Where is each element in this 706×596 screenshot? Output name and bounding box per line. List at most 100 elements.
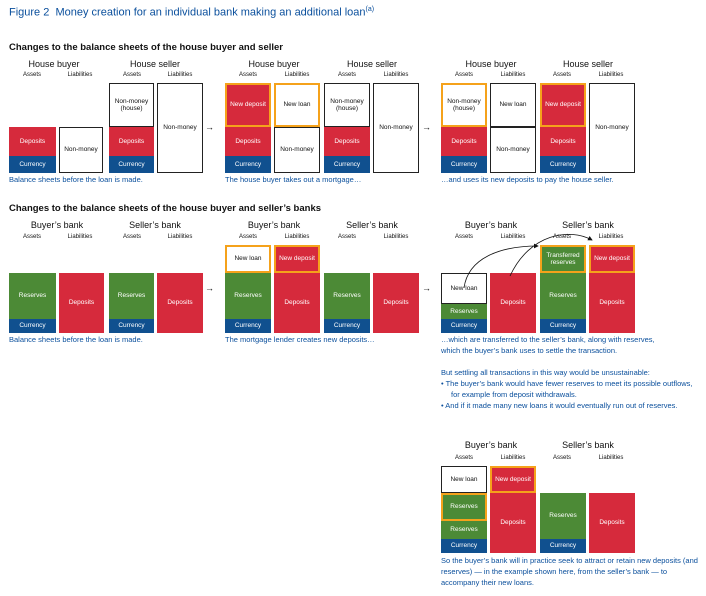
- col-liabilities: Liabilities: [167, 72, 193, 78]
- non-money-block: Non-money: [59, 127, 103, 173]
- currency-block: Currency: [109, 319, 154, 333]
- notes-bullet: • And if it made many new loans it would…: [441, 401, 678, 410]
- owner-buyers-bank: Buyer’s bank: [247, 220, 301, 230]
- col-liabilities: Liabilities: [598, 72, 624, 78]
- non-money-house-block: Non-money (house): [324, 83, 370, 127]
- owner-buyers-bank: Buyer’s bank: [464, 440, 518, 450]
- col-liabilities: Liabilities: [598, 455, 624, 461]
- arrow-right-icon: →: [205, 283, 214, 293]
- deposits-block: Deposits: [441, 127, 487, 156]
- col-assets: Assets: [552, 72, 571, 78]
- arrow-right-icon: →: [205, 122, 214, 132]
- deposits-block: Deposits: [490, 493, 536, 553]
- col-liabilities: Liabilities: [284, 234, 310, 240]
- col-assets: Assets: [337, 234, 356, 240]
- new-deposit-block: New deposit: [540, 83, 586, 127]
- col-liabilities: Liabilities: [500, 234, 526, 240]
- deposits-block: Deposits: [59, 273, 104, 333]
- non-money-block: Non-money: [373, 83, 419, 173]
- caption: …and uses its new deposits to pay the ho…: [441, 175, 614, 184]
- reserves-transfer-arrow: [463, 243, 539, 289]
- owner-sellers-bank: Seller’s bank: [562, 220, 614, 230]
- deposits-block: Deposits: [589, 493, 635, 553]
- caption: Balance sheets before the loan is made.: [9, 335, 143, 344]
- non-money-house-block: Non-money (house): [441, 83, 487, 127]
- col-assets: Assets: [454, 234, 473, 240]
- non-money-block: Non-money: [157, 83, 203, 173]
- new-deposit-block: New deposit: [274, 245, 320, 273]
- reserves-block: Reserves: [9, 273, 56, 319]
- deposits-block: Deposits: [373, 273, 419, 333]
- non-money-house-block: Non-money (house): [109, 83, 154, 127]
- deposits-block: Deposits: [540, 127, 586, 156]
- caption: Balance sheets before the loan is made.: [9, 175, 143, 184]
- currency-block: Currency: [324, 156, 370, 173]
- currency-block: Currency: [225, 319, 271, 333]
- col-liabilities: Liabilities: [167, 234, 193, 240]
- owner-sellers-bank: Seller’s bank: [129, 220, 181, 230]
- notes-bullet: • The buyer’s bank would have fewer rese…: [441, 379, 693, 399]
- deposit-transfer-arrow: [509, 234, 593, 277]
- currency-block: Currency: [225, 156, 271, 173]
- owner-house-seller: House seller: [129, 59, 181, 69]
- currency-block: Currency: [9, 156, 56, 173]
- new-deposit-block: New deposit: [490, 466, 536, 493]
- deposits-block: Deposits: [157, 273, 203, 333]
- reserves-block: Reserves: [540, 273, 586, 319]
- currency-block: Currency: [441, 539, 487, 553]
- new-deposit-block: New deposit: [225, 83, 271, 127]
- reserves-block: Reserves: [441, 493, 487, 521]
- transferred-reserves-block: Transferred reserves: [540, 245, 586, 273]
- owner-buyers-bank: Buyer’s bank: [464, 220, 518, 230]
- figure-title: Figure 2 Money creation for an individua…: [9, 6, 374, 19]
- reserves-block: Reserves: [540, 493, 586, 539]
- owner-house-seller: House seller: [562, 59, 614, 69]
- col-assets: Assets: [552, 234, 571, 240]
- transfer-arrows: [463, 234, 593, 289]
- owner-sellers-bank: Seller’s bank: [562, 440, 614, 450]
- caption: The house buyer takes out a mortgage…: [225, 175, 362, 184]
- col-assets: Assets: [454, 455, 473, 461]
- col-assets: Assets: [22, 72, 41, 78]
- new-loan-block: New loan: [274, 83, 320, 127]
- notes-intro: But settling all transactions in this wa…: [441, 368, 650, 377]
- deposits-block: Deposits: [274, 273, 320, 333]
- col-assets: Assets: [337, 72, 356, 78]
- currency-block: Currency: [109, 156, 154, 173]
- currency-block: Currency: [540, 156, 586, 173]
- section1-heading: Changes to the balance sheets of the hou…: [9, 42, 283, 53]
- section2-heading: Changes to the balance sheets of the hou…: [9, 203, 322, 214]
- non-money-block: Non-money: [490, 127, 536, 173]
- col-liabilities: Liabilities: [598, 234, 624, 240]
- owner-buyers-bank: Buyer’s bank: [30, 220, 84, 230]
- col-assets: Assets: [454, 72, 473, 78]
- caption: …which are transferred to the seller’s b…: [441, 335, 655, 344]
- col-liabilities: Liabilities: [500, 455, 526, 461]
- col-assets: Assets: [122, 72, 141, 78]
- col-assets: Assets: [552, 455, 571, 461]
- reserves-block: Reserves: [324, 273, 370, 319]
- caption: which the buyer’s bank uses to settle th…: [441, 346, 618, 355]
- new-loan-block: New loan: [225, 245, 271, 273]
- notes-final: So the buyer’s bank will in practice see…: [441, 556, 698, 587]
- arrow-right-icon: →: [422, 122, 431, 132]
- footnote-mark: (a): [365, 6, 375, 13]
- deposits-block: Deposits: [324, 127, 370, 156]
- col-assets: Assets: [238, 234, 257, 240]
- arrow-right-icon: →: [422, 283, 431, 293]
- reserves-block: Reserves: [109, 273, 154, 319]
- currency-block: Currency: [540, 319, 586, 333]
- new-loan-block: New loan: [441, 273, 487, 304]
- owner-house-buyer: House buyer: [248, 59, 300, 69]
- currency-block: Currency: [441, 319, 487, 333]
- col-liabilities: Liabilities: [67, 72, 93, 78]
- currency-block: Currency: [441, 156, 487, 173]
- col-liabilities: Liabilities: [383, 72, 409, 78]
- owner-sellers-bank: Seller’s bank: [346, 220, 398, 230]
- owner-house-buyer: House buyer: [28, 59, 80, 69]
- owner-house-seller: House seller: [346, 59, 398, 69]
- col-assets: Assets: [238, 72, 257, 78]
- caption: The mortgage lender creates new deposits…: [225, 335, 375, 344]
- figure-number: Figure 2: [9, 6, 50, 19]
- col-liabilities: Liabilities: [500, 72, 526, 78]
